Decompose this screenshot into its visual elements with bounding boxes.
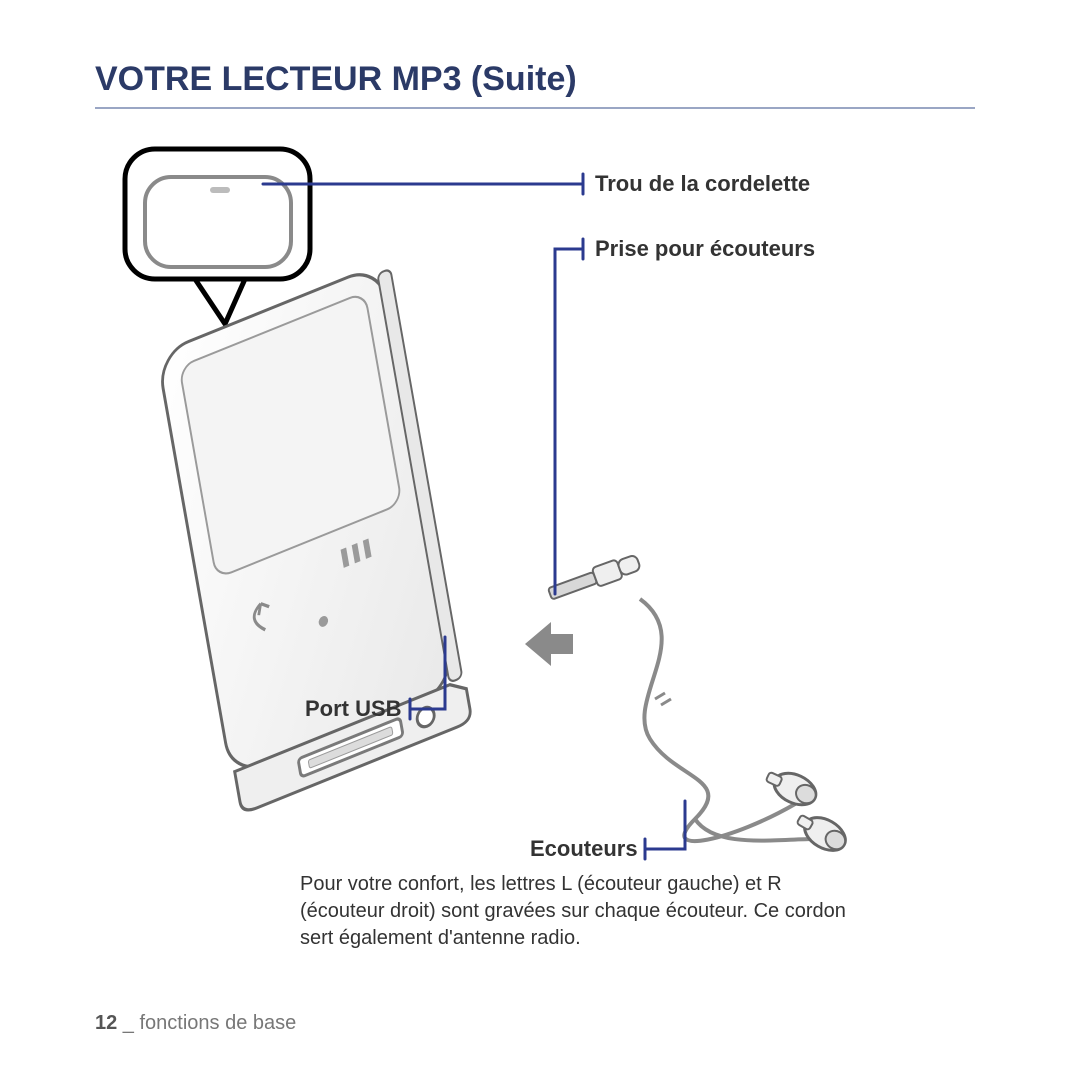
device-svg <box>95 139 975 919</box>
earphones-description: Pour votre confort, les lettres L (écout… <box>300 871 860 952</box>
label-lanyard-hole: Trou de la cordelette <box>595 171 810 197</box>
page-title: VOTRE LECTEUR MP3 (Suite) <box>95 60 975 109</box>
label-headphone-jack: Prise pour écouteurs <box>595 236 815 262</box>
label-usb-port: Port USB <box>305 696 402 722</box>
label-earphones: Ecouteurs <box>530 836 638 862</box>
device-diagram: Trou de la cordelette Prise pour écouteu… <box>95 139 975 899</box>
footer-separator: _ <box>117 1012 139 1034</box>
page-number: 12 <box>95 1012 117 1034</box>
page-footer: 12 _ fonctions de base <box>95 1012 296 1035</box>
footer-section: fonctions de base <box>140 1012 297 1034</box>
